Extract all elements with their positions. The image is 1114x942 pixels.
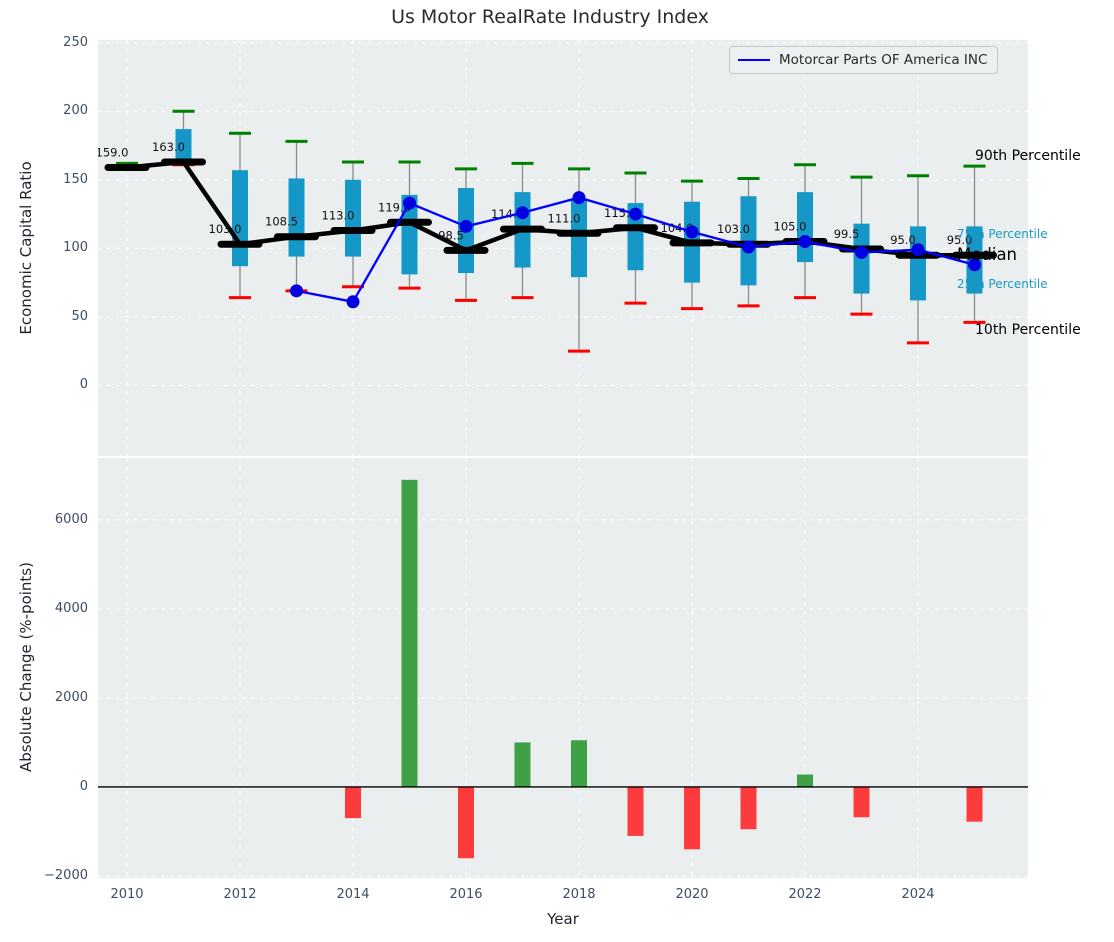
top-ytick-label: 200 [63,103,88,119]
annotation-25th-percentile: 25th Percentile [957,277,1048,291]
annotation-75th-percentile: 75th Percentile [957,227,1048,241]
legend: Motorcar Parts OF America INC [729,46,999,74]
median-value-label-2012: 103.0 [209,222,242,236]
top-ytick-label: 0 [79,377,88,393]
change-bar-2021 [740,786,757,830]
company-marker-2018 [572,191,586,205]
change-bar-2018 [571,740,587,787]
xtick-label: 2014 [336,887,370,902]
company-marker-2025 [968,258,981,272]
median-value-label-2015: 119.0 [378,200,411,214]
median-line [126,159,975,258]
median-value-label-2016: 98.5 [438,228,464,242]
boxplot-2019 [624,171,647,305]
bottom-ytick-label: 2000 [54,689,88,705]
bottom-ytick-label: 6000 [54,511,88,527]
boxplot-2014 [342,160,364,289]
iqr-box [345,179,361,257]
change-bar-2017 [514,742,531,787]
xtick-label: 2022 [788,887,822,902]
boxplot-2011 [172,109,195,167]
iqr-box [175,129,192,160]
boxplot-2024 [907,174,929,345]
median-value-label-2022: 105.0 [774,219,807,233]
company-marker-2022 [798,234,812,248]
bottom-ytick-label: 4000 [54,600,88,616]
xtick-label: 2010 [110,887,144,902]
bottom-ytick-label: −2000 [44,867,88,883]
xtick-label: 2016 [449,887,483,902]
company-marker-2017 [516,206,529,220]
company-marker-2020 [685,225,699,239]
legend-label: Motorcar Parts OF America INC [779,52,988,68]
iqr-box [401,194,418,275]
company-marker-2024 [911,243,925,257]
company-marker-2023 [855,245,868,259]
iqr-box [232,170,248,267]
change-bar-2025 [966,786,983,822]
xtick-label: 2024 [901,887,935,902]
chart-title: Us Motor RealRate Industry Index [391,6,709,28]
median-value-label-2014: 113.0 [322,209,355,223]
top-ytick-label: 150 [63,171,88,187]
company-marker-2016 [459,219,473,233]
median-value-label-2025: 95.0 [947,233,973,247]
top-axes: 159.0 163.0 103.0 108.5 113.0 119.0 98.5 114.0 1… [98,40,1028,456]
legend-line-sample [738,59,770,61]
company-marker-2014 [346,295,360,309]
change-bar-2022 [797,774,813,787]
company-marker-2013 [290,284,303,298]
change-bar-2023 [853,786,870,818]
top-ytick-label: 250 [63,34,88,50]
boxplot-2012 [229,131,251,300]
change-bar-2020 [684,786,700,850]
iqr-box [627,203,644,271]
annotation-10th-percentile: 10th Percentile [975,322,1081,338]
xtick-label: 2012 [223,887,257,902]
xtick-label: 2020 [675,887,709,902]
top-ytick-label: 50 [71,308,88,324]
iqr-box [571,200,587,278]
median-value-label-2013: 108.5 [265,215,298,229]
bottom-chart-svg [98,458,1028,878]
median-value-label-2024: 95.0 [890,233,916,247]
top-ytick-label: 100 [63,240,88,256]
median-value-label-2010: 159.0 [98,145,128,159]
bottom-ytick-label: 0 [79,778,88,794]
bottom-y-axis-label: Absolute Change (%-points) [17,562,35,772]
change-bar-2016 [458,786,474,859]
median-value-label-2011: 163.0 [152,140,185,154]
median-value-label-2023: 99.5 [834,227,860,241]
company-marker-2015 [403,196,416,210]
change-bar-2019 [627,786,644,836]
median-value-label-2021: 103.0 [717,222,750,236]
company-marker-2021 [742,240,755,254]
median-value-label-2018: 111.0 [548,211,581,225]
change-bar-2014 [345,786,361,819]
x-axis-label: Year [547,910,579,928]
change-bar-2015 [401,479,418,787]
company-marker-2019 [629,207,642,221]
xtick-label: 2018 [562,887,596,902]
annotation-90th-percentile: 90th Percentile [975,148,1081,164]
bottom-axes [98,458,1028,878]
median-value-label-2019: 115.0 [604,206,637,220]
annotation-median: Median [957,245,1018,264]
